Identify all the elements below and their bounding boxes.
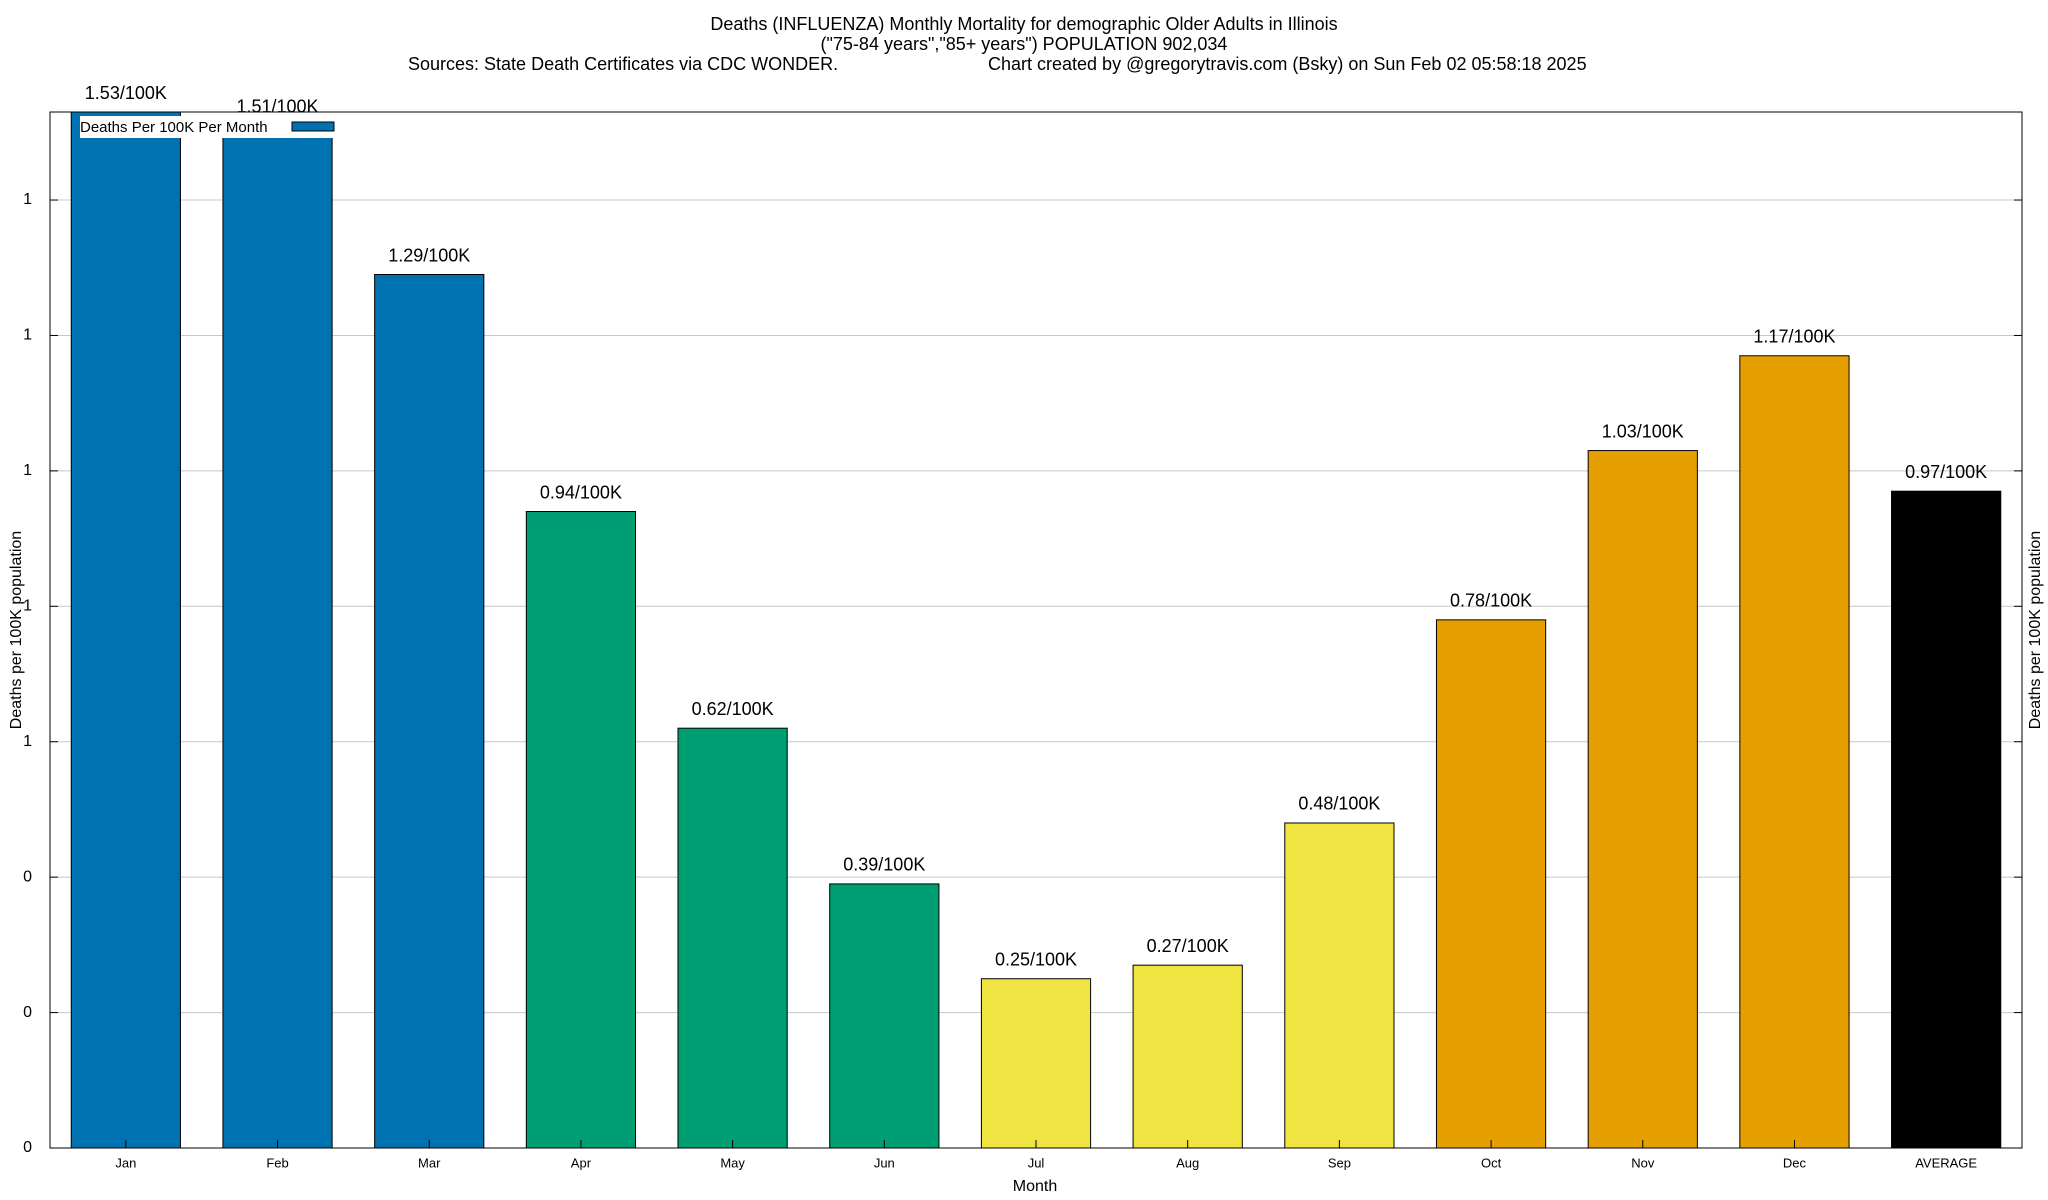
y-tick-label: 0	[23, 1139, 32, 1156]
x-tick-label: Nov	[1631, 1155, 1655, 1170]
credit-note: Chart created by @gregorytravis.com (Bsk…	[988, 54, 1587, 74]
x-tick-label: Feb	[266, 1155, 288, 1170]
value-label: 0.39/100K	[843, 855, 925, 875]
y-axis-label: Deaths per 100K population	[8, 531, 25, 729]
x-tick-label: Jun	[874, 1155, 895, 1170]
bar	[1132, 964, 1243, 1149]
value-label: 0.62/100K	[692, 699, 774, 719]
bar	[1587, 450, 1698, 1149]
value-label: 0.27/100K	[1147, 936, 1229, 956]
x-tick-label: Aug	[1176, 1155, 1199, 1170]
legend-swatch	[291, 121, 335, 132]
bar	[374, 274, 485, 1149]
value-label: 1.53/100K	[85, 83, 167, 103]
y-tick-label: 0	[23, 1004, 32, 1021]
bar	[1284, 822, 1395, 1149]
x-tick-label: May	[720, 1155, 745, 1170]
x-tick-label: Jan	[115, 1155, 136, 1170]
y-tick-label: 0	[23, 868, 32, 885]
value-label: 0.97/100K	[1905, 462, 1987, 482]
y-tick-label: 1	[23, 191, 32, 208]
value-label: 0.94/100K	[540, 482, 622, 502]
x-tick-label: AVERAGE	[1915, 1155, 1977, 1170]
value-label: 0.78/100K	[1450, 591, 1532, 611]
legend-label: Deaths Per 100K Per Month	[80, 119, 268, 136]
y-tick-label: 1	[23, 733, 32, 750]
value-label: 0.48/100K	[1298, 794, 1380, 814]
bar	[677, 727, 788, 1149]
bar	[980, 978, 1092, 1149]
bar	[1891, 490, 2002, 1149]
y-tick-label: 1	[23, 327, 32, 344]
value-label: 1.17/100K	[1753, 327, 1835, 347]
x-tick-label: Jul	[1028, 1155, 1045, 1170]
chart-title: Deaths (INFLUENZA) Monthly Mortality for…	[710, 14, 1337, 34]
bar	[829, 883, 940, 1149]
x-tick-label: Mar	[418, 1155, 441, 1170]
bar	[70, 111, 181, 1149]
bar	[1739, 355, 1850, 1149]
x-tick-label: Sep	[1328, 1155, 1351, 1170]
x-tick-label: Oct	[1481, 1155, 1502, 1170]
y2-axis-label: Deaths per 100K population	[2027, 531, 2044, 729]
y-tick-label: 1	[23, 598, 32, 615]
bar	[1435, 619, 1547, 1149]
chart-subtitle: ("75-84 years","85+ years") POPULATION 9…	[821, 34, 1228, 54]
source-note: Sources: State Death Certificates via CD…	[408, 54, 838, 74]
value-label: 1.29/100K	[388, 245, 470, 265]
value-label: 1.03/100K	[1602, 421, 1684, 441]
value-label: 0.25/100K	[995, 949, 1077, 969]
plot-frame	[49, 111, 2023, 1149]
bar	[222, 125, 333, 1149]
x-tick-label: Apr	[571, 1155, 592, 1170]
y-tick-label: 1	[23, 462, 32, 479]
x-tick-label: Dec	[1783, 1155, 1807, 1170]
value-label: 1.51/100K	[236, 96, 318, 116]
x-axis-label: Month	[1013, 1178, 1057, 1195]
bar	[525, 511, 637, 1149]
